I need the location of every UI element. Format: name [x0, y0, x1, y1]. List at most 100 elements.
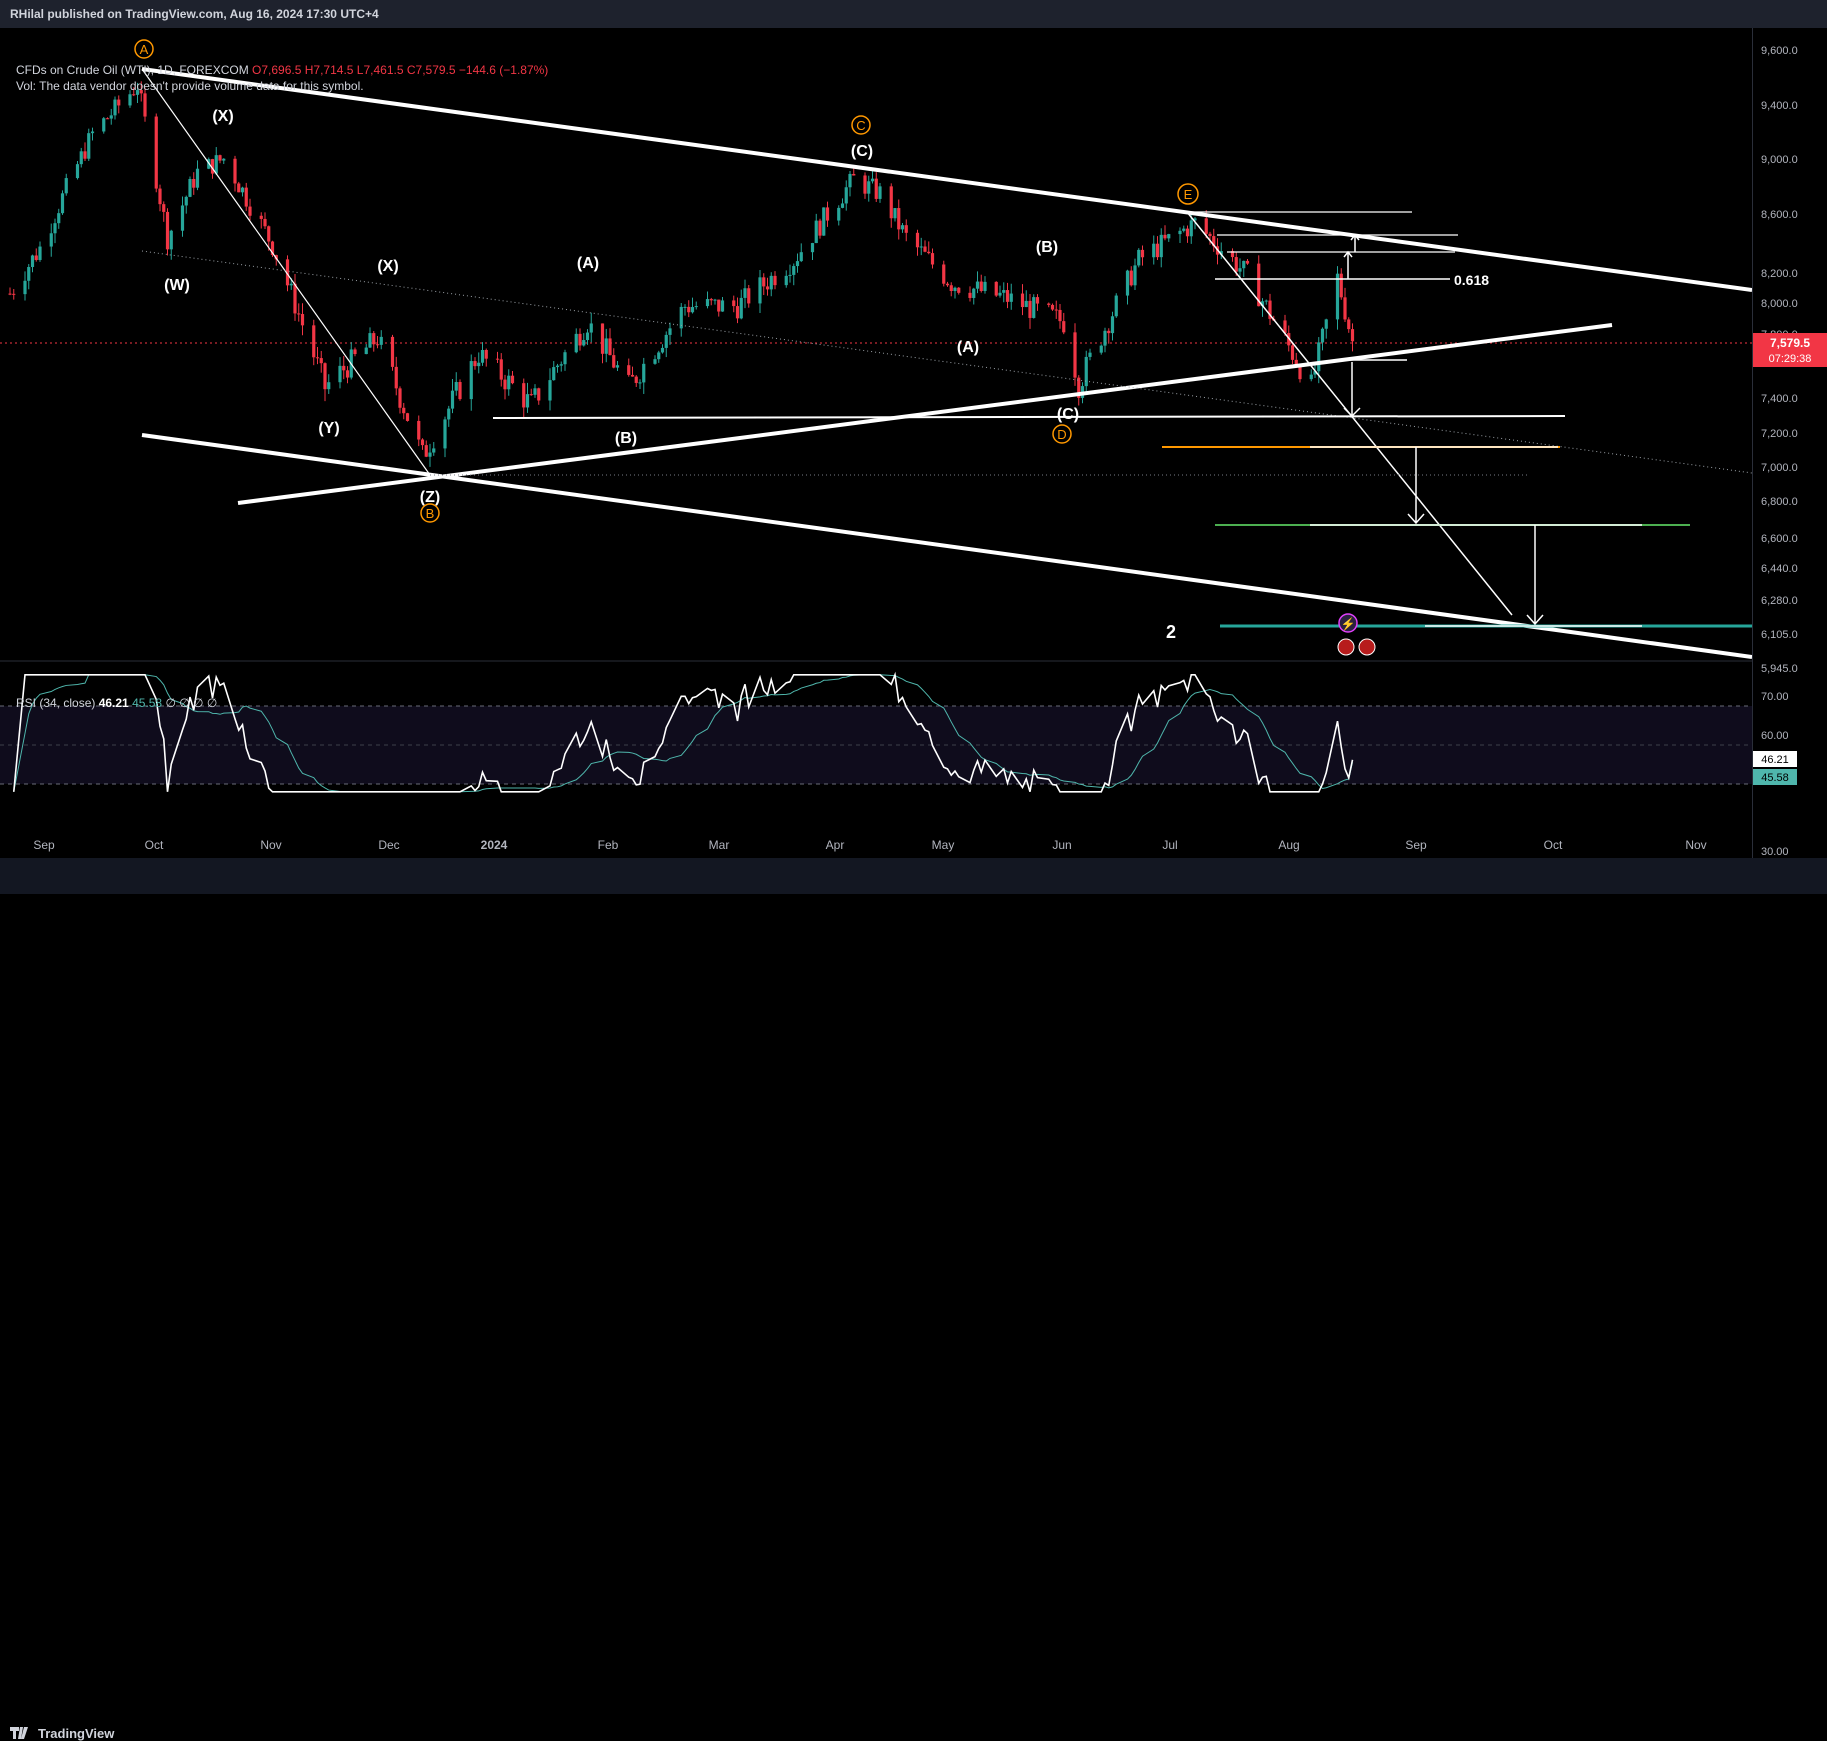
candle [248, 206, 252, 216]
candle [735, 306, 740, 319]
price-axis[interactable]: 9,600.0 9,400.0 9,000.0 8,600.0 8,200.0 8,000… [1752, 28, 1827, 858]
candle [1245, 260, 1250, 264]
publish-bar: RHilal published on TradingView.com, Aug… [0, 0, 1827, 28]
tradingview-logo-icon [10, 1727, 28, 1739]
candle [428, 452, 432, 457]
us-flag-icon-1[interactable] [1337, 638, 1355, 656]
arrow-up-1 [1343, 250, 1353, 279]
candle [927, 251, 931, 254]
circle-label-b: B [426, 506, 435, 521]
candle [105, 118, 110, 120]
rsi-tick: 30.00 [1761, 846, 1789, 858]
rsi-tick: 60.00 [1761, 730, 1789, 742]
bottom-bar: TradingView [0, 858, 1827, 1741]
dotted-midline [141, 250, 1752, 474]
candle [615, 365, 620, 368]
candle [574, 333, 578, 353]
candle [668, 328, 672, 335]
candle [244, 187, 248, 207]
candle [57, 213, 61, 224]
candle [345, 370, 350, 378]
candle [263, 218, 267, 227]
candle [364, 347, 368, 355]
candle [267, 226, 271, 242]
lightning-event-icon[interactable] [1338, 613, 1358, 633]
candle [717, 299, 721, 312]
tradingview-logo-text: TradingView [38, 1726, 115, 1741]
candle [769, 275, 773, 290]
candle [285, 259, 290, 286]
candle [1050, 304, 1055, 310]
candle [1088, 352, 1092, 357]
candle [788, 274, 792, 276]
chart-area[interactable]: (X) (W) (X) (Y) (Z) (A) (B) (C) (A) (B) … [0, 28, 1752, 858]
support-level-7100 [492, 415, 1566, 419]
circle-d-ring [1052, 424, 1072, 444]
lightning-glyph: ⚡ [1341, 617, 1356, 631]
candle [653, 359, 657, 364]
candle [1257, 263, 1261, 307]
candle [1028, 300, 1032, 318]
candle [1035, 297, 1040, 304]
candle [762, 277, 766, 287]
candle [1347, 319, 1351, 330]
candle [893, 208, 897, 219]
candle [1268, 300, 1272, 319]
candle [1062, 321, 1066, 333]
candle [53, 223, 57, 234]
circle-e-ring [1177, 183, 1199, 205]
candle [1234, 257, 1238, 272]
candle [398, 388, 402, 408]
fib-label: 0.618 [1454, 272, 1489, 288]
candle [1189, 220, 1193, 237]
candle [495, 358, 500, 360]
rsi-legend-label[interactable]: RSI (34, close) [16, 696, 96, 710]
wave-label-x1: (X) [212, 108, 233, 125]
candle [1193, 218, 1197, 221]
candle [1204, 218, 1208, 234]
candles-group [8, 81, 1355, 467]
us-flag-icon-2[interactable] [1358, 638, 1376, 656]
wave-label-y: (Y) [318, 420, 339, 437]
candle [214, 155, 218, 174]
rsi-legend-ma: 45.58 [132, 696, 163, 710]
time-axis[interactable]: Sep Oct Nov Dec 2024 Feb Mar Apr May Jun Jul Aug Sep… [0, 834, 1752, 856]
candle [109, 115, 113, 119]
candle [158, 188, 162, 205]
candle [529, 394, 533, 396]
candle [49, 233, 53, 247]
candle [822, 207, 826, 236]
chart-svg[interactable]: (X) (W) (X) (Y) (Z) (A) (B) (C) (A) (B) … [0, 28, 1752, 858]
candle [878, 186, 882, 199]
candle [259, 215, 263, 219]
candle [1264, 300, 1268, 302]
legend-symbol[interactable]: CFDs on Crude Oil (WTI), 1D, FOREXCOM [16, 63, 249, 77]
candle [555, 365, 560, 368]
candle [480, 349, 485, 363]
candle [34, 255, 38, 260]
candle [432, 448, 436, 453]
candle [1208, 233, 1212, 237]
candle [874, 178, 878, 199]
price-tick: 9,000.0 [1761, 154, 1798, 166]
candle [27, 267, 31, 281]
candle [1294, 359, 1298, 366]
candle [848, 173, 852, 188]
candle [38, 246, 42, 260]
tradingview-logo[interactable]: TradingView [10, 1726, 114, 1741]
candle [1155, 243, 1160, 258]
symbol-legend: CFDs on Crude Oil (WTI), 1D, FOREXCOM O7… [16, 62, 548, 94]
candle [1152, 243, 1156, 258]
candle [994, 281, 998, 296]
candle [634, 376, 638, 383]
candle [368, 333, 372, 348]
candle [469, 361, 473, 400]
candle [1107, 330, 1111, 334]
candle [1002, 290, 1006, 293]
candle [642, 363, 646, 383]
candle [923, 246, 927, 252]
candle [1283, 320, 1287, 334]
publish-text: RHilal published on TradingView.com, Aug… [10, 7, 379, 21]
candle [690, 307, 695, 313]
candle [447, 408, 451, 420]
